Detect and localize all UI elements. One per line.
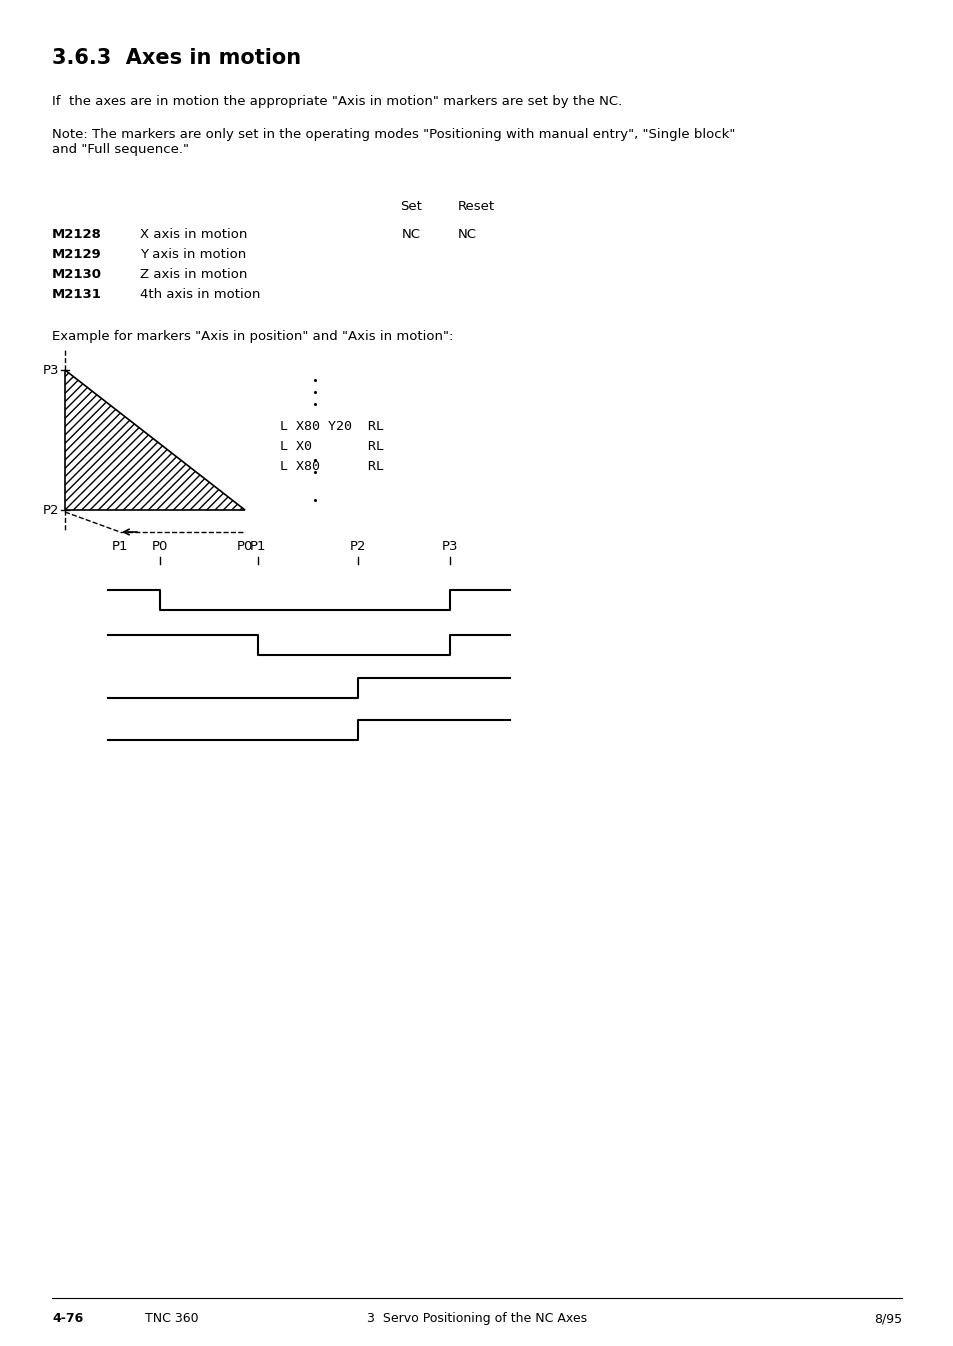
Text: X axis in motion: X axis in motion [140, 227, 247, 241]
Text: P2: P2 [43, 503, 59, 517]
Text: Z axis in motion: Z axis in motion [140, 268, 247, 281]
Text: 4-76: 4-76 [52, 1312, 83, 1324]
Text: L X80 Y20  RL: L X80 Y20 RL [280, 420, 384, 433]
Text: Reset: Reset [457, 201, 495, 213]
Text: L X0       RL: L X0 RL [280, 440, 384, 454]
Text: P2: P2 [350, 540, 366, 553]
Text: M2131: M2131 [52, 288, 102, 302]
Text: Note: The markers are only set in the operating modes "Positioning with manual e: Note: The markers are only set in the op… [52, 128, 735, 156]
Text: M2130: M2130 [52, 268, 102, 281]
Text: 8/95: 8/95 [873, 1312, 901, 1324]
Text: P1: P1 [250, 540, 266, 553]
Text: NC: NC [457, 227, 476, 241]
Text: 3.6.3  Axes in motion: 3.6.3 Axes in motion [52, 48, 301, 69]
Text: Y axis in motion: Y axis in motion [140, 248, 246, 261]
Text: P0: P0 [236, 540, 253, 553]
Text: 4th axis in motion: 4th axis in motion [140, 288, 260, 302]
Text: Set: Set [399, 201, 421, 213]
Text: TNC 360: TNC 360 [145, 1312, 198, 1324]
Text: L X80      RL: L X80 RL [280, 460, 384, 472]
Text: If  the axes are in motion the appropriate "Axis in motion" markers are set by t: If the axes are in motion the appropriat… [52, 96, 621, 108]
Text: 3  Servo Positioning of the NC Axes: 3 Servo Positioning of the NC Axes [367, 1312, 586, 1324]
Text: M2129: M2129 [52, 248, 102, 261]
Text: Example for markers "Axis in position" and "Axis in motion":: Example for markers "Axis in position" a… [52, 330, 453, 343]
Text: M2128: M2128 [52, 227, 102, 241]
Text: P3: P3 [441, 540, 457, 553]
Text: P1: P1 [112, 540, 128, 553]
Text: P3: P3 [43, 363, 59, 377]
Text: P0: P0 [152, 540, 168, 553]
Text: NC: NC [401, 227, 420, 241]
Polygon shape [65, 370, 245, 510]
